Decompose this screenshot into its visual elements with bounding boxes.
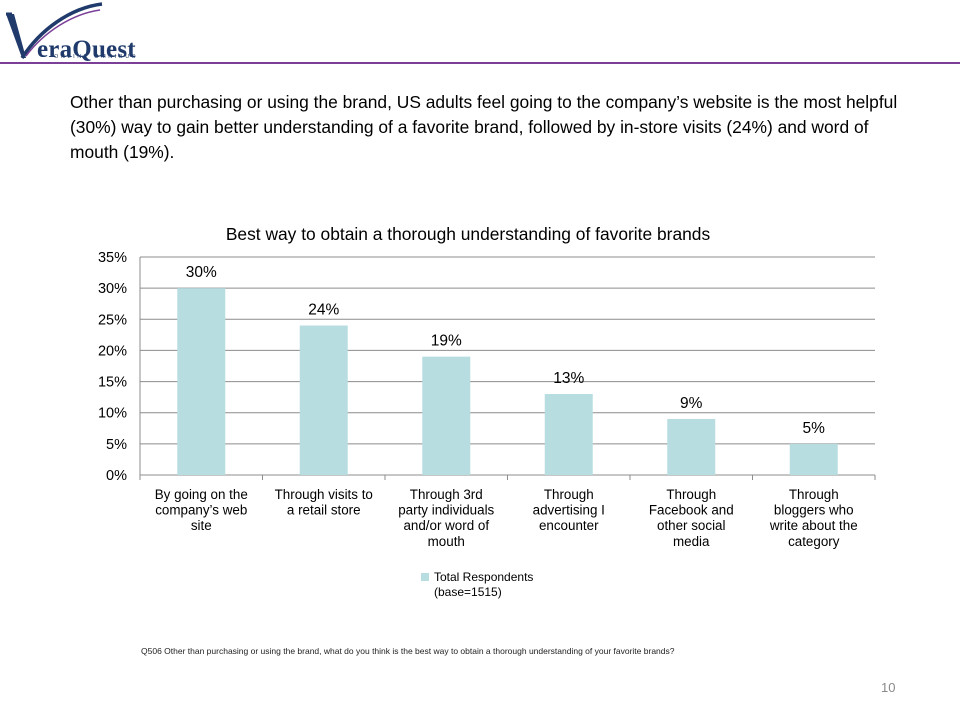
x-category-label: Through visits to: [275, 487, 373, 502]
x-category-label: media: [673, 534, 710, 549]
legend-label: Total Respondents: [434, 570, 533, 584]
x-category-label: company’s web: [155, 503, 247, 518]
x-category-label: encounter: [539, 518, 599, 533]
data-label: 19%: [431, 333, 462, 350]
logo-tagline: ONLINE OMNIBUS: [54, 54, 139, 60]
intro-text: Other than purchasing or using the brand…: [70, 92, 898, 162]
data-label: 13%: [553, 370, 584, 387]
x-category-label: Through: [544, 487, 594, 502]
y-tick-label: 10%: [98, 406, 127, 422]
veraquest-logo: eraQuest ONLINE OMNIBUS: [0, 0, 180, 63]
x-category-label: site: [191, 518, 212, 533]
data-label: 24%: [308, 302, 339, 319]
x-category-label: Through: [666, 487, 716, 502]
x-category-label: write about the: [769, 518, 858, 533]
data-label: 9%: [680, 395, 703, 412]
y-tick-label: 20%: [98, 343, 127, 359]
bar: [299, 325, 348, 475]
x-category-label: category: [788, 534, 840, 549]
legend-label: (base=1515): [434, 585, 502, 599]
x-category-label: mouth: [428, 534, 465, 549]
y-tick-label: 15%: [98, 375, 127, 391]
x-category-label: bloggers who: [774, 503, 854, 518]
bar: [789, 443, 838, 475]
x-category-label: Through: [789, 487, 839, 502]
bar: [422, 356, 471, 475]
y-tick-label: 35%: [98, 250, 127, 266]
question-footnote: Q506 Other than purchasing or using the …: [141, 646, 675, 656]
header-divider: [0, 62, 960, 64]
x-category-label: party individuals: [398, 503, 494, 518]
x-category-label: advertising I: [533, 503, 605, 518]
bar: [667, 418, 716, 475]
x-category-label: By going on the: [155, 487, 248, 502]
logo-wordmark: eraQuest: [37, 36, 136, 63]
chart-title: Best way to obtain a thorough understand…: [225, 224, 711, 244]
x-category-label: Through 3rd: [410, 487, 483, 502]
data-label: 30%: [186, 264, 217, 281]
x-category-label: Facebook and: [649, 503, 734, 518]
x-category-label: and/or word of: [403, 518, 489, 533]
y-tick-label: 5%: [106, 437, 127, 453]
bar: [177, 288, 226, 475]
y-tick-label: 0%: [106, 468, 127, 484]
y-tick-label: 30%: [98, 281, 127, 297]
x-category-label: a retail store: [287, 503, 361, 518]
veraquest-logo-mark: [6, 2, 103, 59]
data-label: 5%: [803, 420, 826, 437]
legend-swatch: [421, 573, 429, 581]
bar: [544, 394, 593, 475]
x-category-label: other social: [657, 518, 726, 533]
y-tick-label: 25%: [98, 312, 127, 328]
page-number: 10: [881, 680, 896, 695]
